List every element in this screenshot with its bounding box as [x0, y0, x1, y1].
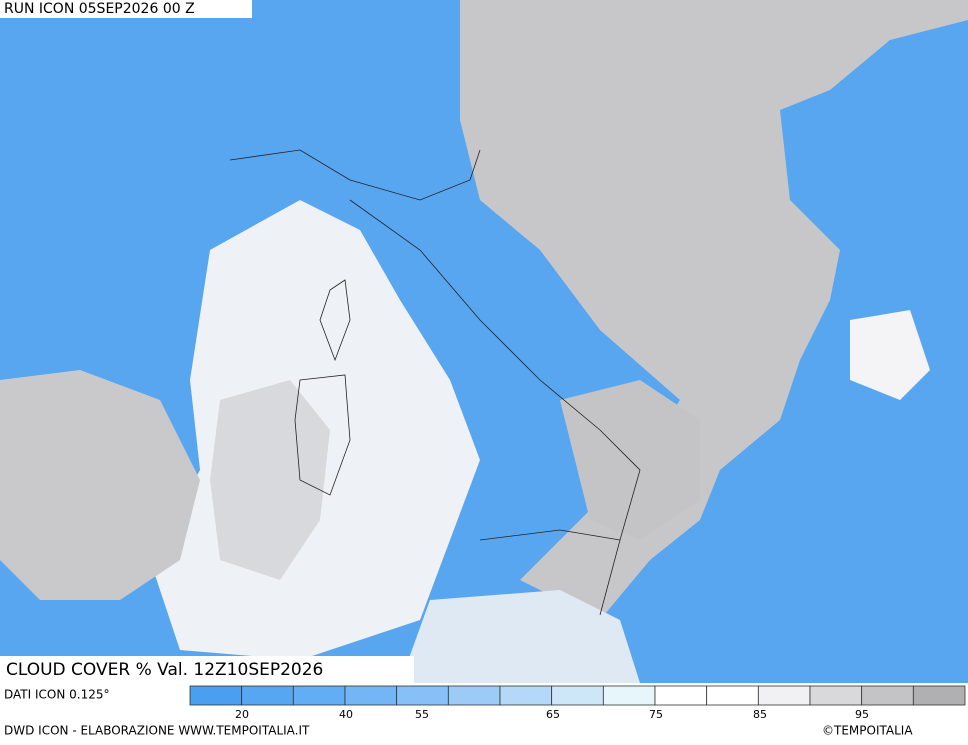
- legend-swatch: [757, 685, 811, 706]
- legend-swatch: [912, 685, 966, 706]
- copyright: ©TEMPOITALIA: [822, 724, 913, 738]
- legend-tick-label: 85: [753, 708, 767, 721]
- run-label: RUN ICON 05SEP2026 00 Z: [4, 1, 195, 17]
- credit: DWD ICON - ELABORAZIONE WWW.TEMPOITALIA.…: [4, 724, 310, 738]
- legend-swatch: [344, 685, 398, 706]
- legend-swatch: [551, 685, 604, 706]
- legend-swatch: [706, 685, 759, 706]
- legend-tick-label: 95: [855, 708, 869, 721]
- legend-swatch: [189, 685, 243, 706]
- gray-cloud-area: [460, 0, 968, 620]
- coastline: [349, 199, 641, 616]
- legend: 20 40 55 65 75 85 95: [189, 685, 966, 721]
- legend-swatch: [861, 685, 914, 706]
- legend-source: DATI ICON 0.125°: [4, 688, 110, 702]
- gray-cloud-area: [210, 380, 330, 580]
- legend-swatch: [396, 685, 449, 706]
- white-cloud-area: [850, 310, 930, 400]
- legend-swatch: [447, 685, 501, 706]
- gray-cloud-area: [0, 370, 200, 600]
- legend-swatch: [809, 685, 863, 706]
- legend-swatch: [241, 685, 294, 706]
- legend-tick-label: 65: [546, 708, 560, 721]
- title-box: [0, 656, 414, 683]
- legend-tick-label: 40: [339, 708, 353, 721]
- legend-tick-label: 75: [649, 708, 663, 721]
- map-title: CLOUD COVER % Val. 12Z10SEP2026: [6, 660, 323, 680]
- white-cloud-area: [400, 590, 640, 683]
- legend-swatch: [292, 685, 346, 706]
- map: [0, 0, 968, 683]
- run-label-box: [0, 0, 252, 18]
- legend-tick-label: 55: [415, 708, 429, 721]
- border: [229, 149, 481, 201]
- coastline: [294, 279, 351, 496]
- legend-swatch: [654, 685, 708, 706]
- legend-swatch: [602, 685, 656, 706]
- legend-tick-label: 20: [235, 708, 249, 721]
- legend-swatch: [499, 685, 553, 706]
